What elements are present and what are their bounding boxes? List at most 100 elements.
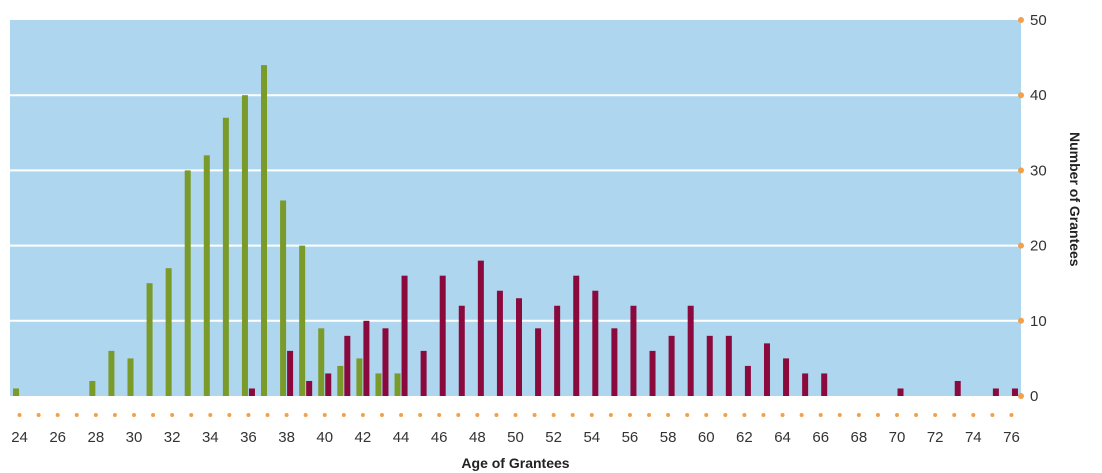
x-tick-label: 60	[698, 429, 715, 446]
bar	[573, 275, 580, 396]
bar	[306, 380, 313, 396]
bar	[318, 328, 325, 396]
y-tick-label: 30	[1030, 162, 1047, 179]
bar	[744, 365, 751, 396]
bar	[382, 328, 389, 396]
x-tick-dot	[933, 413, 938, 417]
x-tick-dot	[208, 413, 213, 417]
bars	[13, 65, 1018, 397]
bar	[146, 283, 153, 396]
bar	[394, 373, 401, 396]
x-tick-dot	[437, 413, 442, 417]
bar	[337, 365, 344, 396]
x-tick-dot	[799, 413, 804, 417]
x-tick-label: 66	[812, 429, 829, 446]
bar	[108, 350, 115, 396]
x-tick-label: 32	[164, 429, 181, 446]
x-tick-dot	[360, 413, 365, 417]
bar	[649, 350, 656, 396]
x-tick-label: 48	[469, 429, 486, 446]
x-tick-dot	[589, 413, 594, 417]
x-tick-dot	[570, 413, 575, 417]
x-tick-dot	[456, 413, 461, 417]
bar	[783, 358, 790, 396]
x-tick-dot	[17, 413, 22, 417]
x-tick-label: 56	[622, 429, 639, 446]
plot-area	[10, 20, 1021, 396]
bar	[280, 200, 287, 396]
x-tick-label: 38	[278, 429, 295, 446]
bar	[420, 350, 427, 396]
x-tick-dot	[952, 413, 957, 417]
x-tick-dot	[856, 413, 861, 417]
bar	[203, 155, 210, 396]
x-tick-label: 42	[355, 429, 372, 446]
y-tick-dot	[1018, 393, 1024, 399]
x-axis: 24 26 28 30 32 34 36 38 40 42 44 46 48 50 52 54 56 58 60 62…	[11, 413, 1020, 446]
x-tick-label: 44	[393, 429, 410, 446]
gridlines	[10, 94, 1021, 322]
x-tick-dot	[303, 413, 308, 417]
bar	[13, 388, 20, 396]
x-tick-label: 58	[660, 429, 677, 446]
x-tick-label: 24	[11, 429, 28, 446]
bar	[992, 388, 999, 396]
bar	[439, 275, 446, 396]
x-tick-label: 76	[1003, 429, 1020, 446]
y-tick-dot	[1018, 242, 1024, 249]
x-tick-dot	[74, 413, 79, 417]
x-tick-dot	[532, 413, 537, 417]
x-tick-label: 70	[889, 429, 906, 446]
x-tick-label: 26	[49, 429, 66, 446]
y-tick-dot	[1018, 317, 1024, 324]
x-tick-dot	[475, 413, 480, 417]
bar	[954, 380, 961, 396]
y-axis: 0 10 20 30 40 50	[1018, 12, 1047, 405]
y-tick-dot	[1018, 92, 1024, 99]
x-tick-label: 68	[851, 429, 868, 446]
x-tick-dot	[666, 413, 671, 417]
x-tick-dot	[895, 413, 900, 417]
x-tick-label: 30	[126, 429, 143, 446]
x-tick-dot	[170, 413, 175, 417]
bar	[630, 305, 637, 396]
y-tick-dot	[1018, 17, 1024, 23]
x-tick-dot	[93, 413, 98, 417]
bar	[706, 335, 713, 396]
bar	[165, 268, 172, 396]
x-tick-label: 72	[927, 429, 944, 446]
x-tick-dot	[513, 413, 518, 417]
bar	[821, 373, 828, 396]
x-tick-dot	[151, 413, 156, 417]
x-tick-dot	[189, 413, 194, 417]
x-tick-dot	[608, 413, 613, 417]
x-tick-dot	[990, 413, 995, 417]
x-tick-dot	[55, 413, 60, 417]
bar	[375, 373, 382, 396]
x-tick-dot	[818, 413, 823, 417]
x-tick-dot	[36, 413, 41, 417]
bar	[687, 305, 694, 396]
x-tick-dot	[112, 413, 117, 417]
x-tick-dot	[418, 413, 423, 417]
bar	[516, 298, 522, 396]
x-tick-label: 50	[507, 429, 524, 446]
x-tick-dot	[875, 413, 880, 417]
bar	[363, 320, 370, 396]
x-tick-dot	[379, 413, 384, 417]
x-tick-dot	[685, 413, 690, 417]
bar	[535, 328, 542, 396]
x-tick-dot	[265, 413, 270, 417]
bar	[668, 335, 675, 396]
x-tick-label: 28	[87, 429, 104, 446]
x-tick-dot	[341, 413, 346, 417]
x-tick-label: 64	[774, 429, 791, 446]
bar	[241, 95, 248, 396]
y-tick-label: 0	[1030, 388, 1038, 405]
bar	[725, 335, 732, 396]
x-tick-label: 36	[240, 429, 257, 446]
x-tick-dot	[837, 413, 842, 417]
bar	[325, 373, 332, 396]
x-tick-dot	[627, 413, 632, 417]
